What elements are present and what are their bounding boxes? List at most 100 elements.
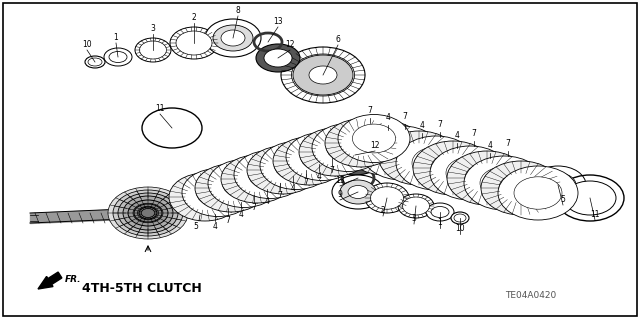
Ellipse shape — [300, 142, 344, 171]
Ellipse shape — [135, 38, 171, 62]
Ellipse shape — [221, 155, 293, 203]
Ellipse shape — [378, 137, 426, 169]
Text: 7: 7 — [278, 191, 282, 200]
Text: 9: 9 — [337, 190, 342, 199]
Text: 4: 4 — [264, 197, 269, 206]
Ellipse shape — [480, 167, 528, 199]
Ellipse shape — [335, 142, 375, 168]
Ellipse shape — [237, 166, 277, 192]
Text: 11: 11 — [156, 104, 164, 113]
Text: 4: 4 — [239, 210, 243, 219]
Ellipse shape — [447, 151, 527, 205]
Ellipse shape — [185, 184, 225, 210]
Text: 10: 10 — [455, 224, 465, 233]
Ellipse shape — [213, 25, 253, 51]
Ellipse shape — [104, 48, 132, 66]
Text: 2: 2 — [191, 13, 196, 22]
Ellipse shape — [118, 193, 178, 233]
Ellipse shape — [514, 177, 562, 209]
Ellipse shape — [286, 132, 358, 181]
Ellipse shape — [426, 203, 454, 221]
Ellipse shape — [345, 121, 425, 175]
Ellipse shape — [481, 161, 561, 215]
Ellipse shape — [260, 142, 332, 189]
Text: 4: 4 — [488, 141, 492, 150]
Ellipse shape — [379, 131, 459, 185]
Ellipse shape — [118, 194, 178, 233]
Ellipse shape — [412, 147, 460, 179]
Ellipse shape — [169, 173, 241, 221]
Ellipse shape — [325, 135, 385, 175]
Ellipse shape — [530, 166, 586, 204]
Ellipse shape — [221, 30, 245, 46]
Ellipse shape — [125, 198, 170, 228]
Ellipse shape — [348, 186, 368, 198]
Text: 4TH-5TH CLUTCH: 4TH-5TH CLUTCH — [82, 281, 202, 294]
Ellipse shape — [446, 157, 494, 189]
Ellipse shape — [123, 196, 173, 230]
Ellipse shape — [208, 160, 280, 207]
Text: 13: 13 — [273, 17, 283, 26]
Ellipse shape — [281, 47, 365, 103]
Ellipse shape — [273, 137, 345, 185]
Ellipse shape — [138, 206, 159, 220]
Ellipse shape — [397, 143, 441, 173]
Ellipse shape — [141, 209, 155, 218]
Ellipse shape — [109, 51, 127, 63]
Ellipse shape — [293, 55, 353, 95]
Ellipse shape — [128, 200, 168, 226]
Ellipse shape — [195, 164, 267, 212]
Ellipse shape — [498, 166, 578, 220]
Ellipse shape — [122, 196, 174, 230]
Ellipse shape — [309, 66, 337, 84]
Text: 3: 3 — [150, 24, 156, 33]
Ellipse shape — [170, 27, 218, 59]
Ellipse shape — [540, 173, 576, 197]
Text: 7: 7 — [438, 120, 442, 129]
Ellipse shape — [129, 200, 167, 226]
Text: 7: 7 — [330, 166, 335, 175]
Ellipse shape — [454, 214, 466, 222]
Ellipse shape — [139, 207, 157, 219]
Ellipse shape — [85, 56, 105, 68]
Ellipse shape — [205, 19, 261, 57]
Text: 7: 7 — [403, 112, 408, 121]
Ellipse shape — [396, 136, 476, 190]
Ellipse shape — [315, 139, 355, 165]
Ellipse shape — [113, 190, 183, 236]
Ellipse shape — [413, 141, 493, 195]
Text: 2: 2 — [381, 206, 385, 215]
Ellipse shape — [430, 146, 510, 200]
Ellipse shape — [234, 151, 306, 198]
Ellipse shape — [176, 31, 212, 55]
Text: 7: 7 — [367, 106, 372, 115]
FancyArrow shape — [38, 272, 62, 289]
Ellipse shape — [403, 197, 429, 215]
Text: 8: 8 — [236, 6, 241, 15]
Text: 1: 1 — [114, 33, 118, 42]
Text: 10: 10 — [82, 40, 92, 49]
Text: 6: 6 — [335, 35, 340, 44]
Ellipse shape — [451, 212, 469, 224]
Ellipse shape — [363, 133, 407, 163]
Ellipse shape — [108, 187, 188, 239]
Ellipse shape — [291, 54, 355, 96]
Ellipse shape — [431, 153, 475, 183]
Ellipse shape — [247, 146, 319, 194]
Text: 12: 12 — [285, 40, 295, 49]
Ellipse shape — [312, 123, 384, 172]
Text: FR.: FR. — [65, 275, 81, 284]
Ellipse shape — [264, 49, 292, 67]
Ellipse shape — [275, 151, 317, 180]
Ellipse shape — [564, 181, 616, 215]
Ellipse shape — [464, 156, 544, 210]
Text: TE04A0420: TE04A0420 — [505, 291, 556, 300]
Ellipse shape — [332, 175, 384, 209]
Ellipse shape — [338, 115, 410, 162]
Text: 7: 7 — [225, 216, 230, 225]
Ellipse shape — [299, 128, 371, 176]
Ellipse shape — [326, 133, 370, 162]
Text: 4: 4 — [420, 121, 424, 130]
Ellipse shape — [133, 203, 163, 223]
Text: 1: 1 — [438, 218, 442, 227]
